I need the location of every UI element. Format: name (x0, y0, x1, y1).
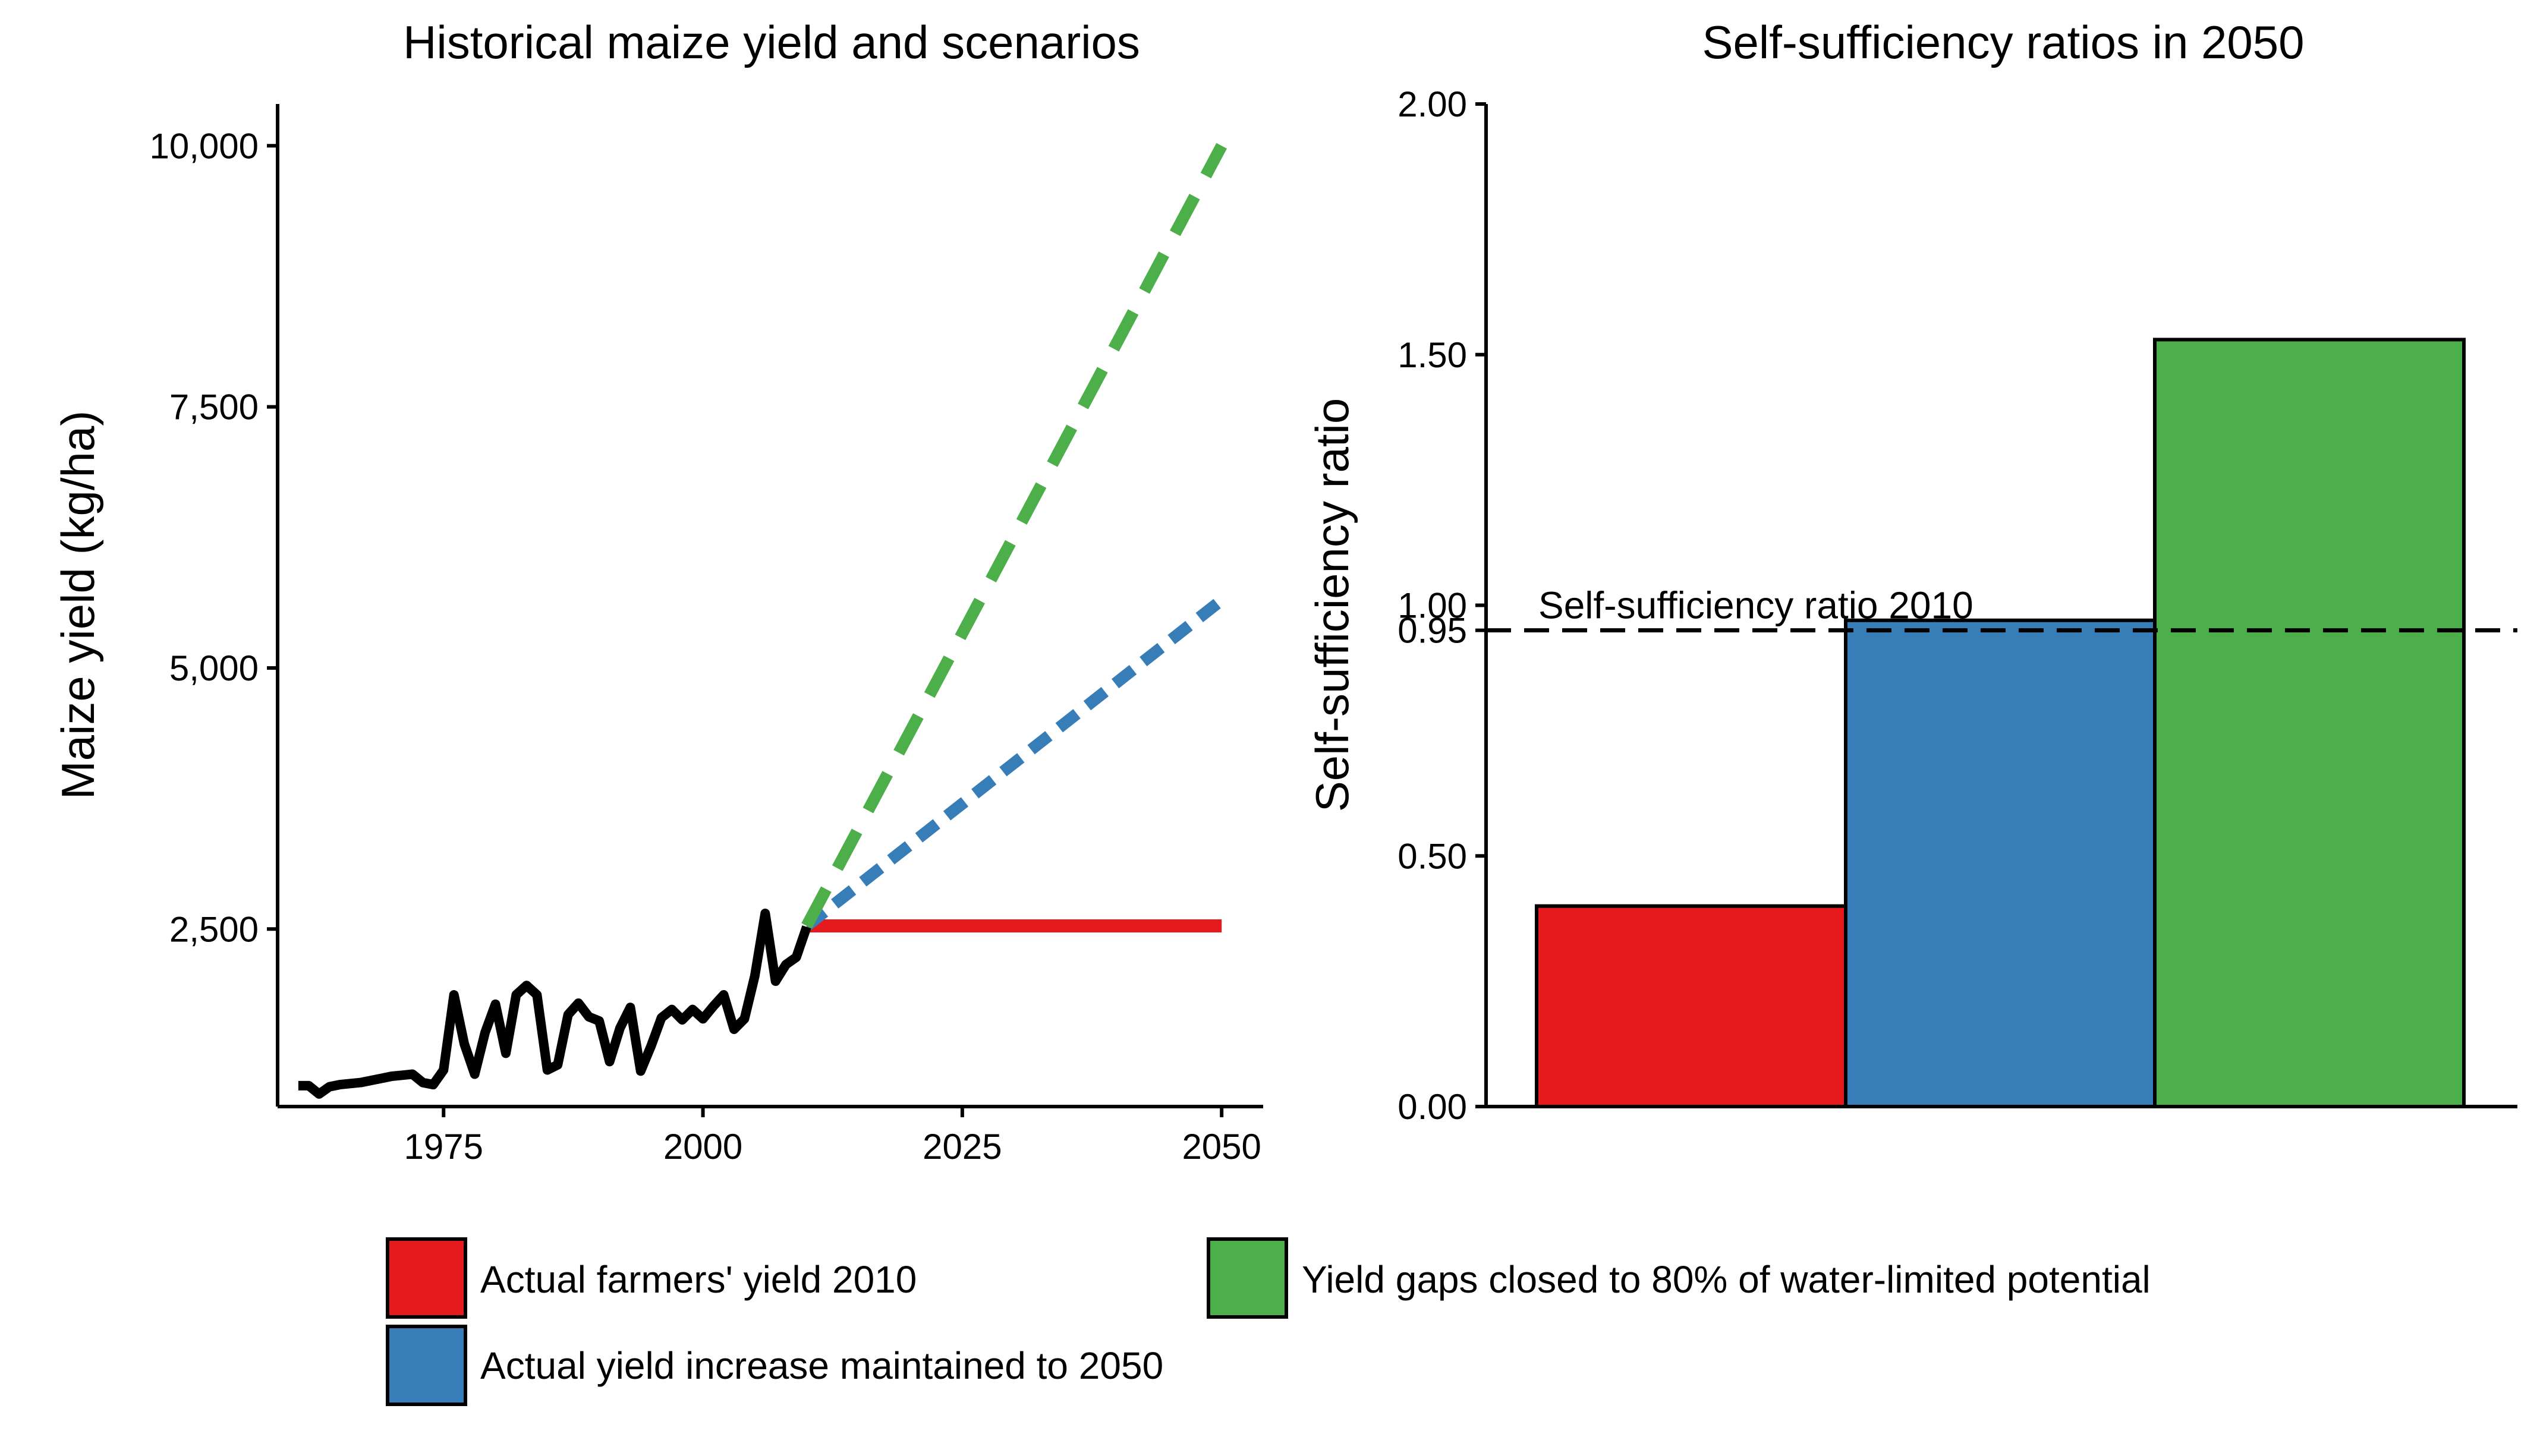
left-x-tick-label: 2000 (663, 1127, 742, 1167)
reference-line-group: Self-sufficiency ratio 2010 (1486, 584, 2517, 633)
right-y-tick-label: 0.00 (1397, 1087, 1467, 1127)
bar-actual (1535, 904, 1847, 1108)
left-x-ticks: 1975 2000 2025 2050 (404, 1107, 1261, 1167)
right-y-tick-label: 1.00 (1397, 586, 1467, 626)
right-bars (1535, 338, 2466, 1109)
legend-swatch-gap (1207, 1237, 1288, 1319)
right-chart-title: Self-sufficiency ratios in 2050 (1702, 16, 2304, 68)
scenario-line-trend (802, 595, 1226, 931)
right-y-tick-label: 2.00 (1397, 84, 1467, 124)
bar-gap (2153, 338, 2466, 1109)
bar-trend (1844, 618, 2157, 1109)
left-y-tick-label: 10,000 (149, 126, 259, 166)
left-y-tick-label: 5,000 (169, 648, 259, 688)
left-x-tick-label: 1975 (404, 1127, 483, 1167)
legend-swatch-trend (386, 1325, 467, 1406)
line-chart-panel: Historical maize yield and scenarios 2,5… (52, 16, 1263, 1167)
right-y-tick-label: 1.50 (1397, 335, 1467, 375)
legend-label-gap: Yield gaps closed to 80% of water-limite… (1302, 1258, 2151, 1301)
bar-chart-panel: Self-sufficiency ratios in 2050 0.00 0.50… (1306, 16, 2517, 1127)
legend-label-trend: Actual yield increase maintained to 2050 (480, 1344, 1163, 1387)
right-y-axis-label: Self-sufficiency ratio (1306, 398, 1358, 812)
left-y-ticks: 2,500 5,000 7,500 10,000 (149, 126, 278, 949)
scenario-line-gap (801, 143, 1227, 929)
right-y-ticks: 0.00 0.50 0.951.00 1.50 2.00 (1397, 84, 1486, 1127)
right-y-tick-label: 0.50 (1397, 836, 1467, 876)
left-y-tick-label: 7,500 (169, 387, 259, 427)
legend: Actual farmers' yield 2010 Yield gaps cl… (386, 1237, 2151, 1406)
legend-swatch-actual (386, 1237, 467, 1319)
historical-yield-line (298, 908, 811, 1099)
legend-label-actual: Actual farmers' yield 2010 (480, 1258, 917, 1301)
left-y-tick-label: 2,500 (169, 909, 259, 949)
left-y-axis-label: Maize yield (kg/ha) (52, 411, 104, 800)
left-x-tick-label: 2050 (1182, 1127, 1261, 1167)
right-y-tick-label: 0.95 (1397, 611, 1467, 651)
reference-line-label: Self-sufficiency ratio 2010 (1538, 584, 1973, 627)
left-series-lines (298, 143, 1227, 1099)
left-chart-title: Historical maize yield and scenarios (403, 16, 1140, 68)
left-x-tick-label: 2025 (923, 1127, 1002, 1167)
